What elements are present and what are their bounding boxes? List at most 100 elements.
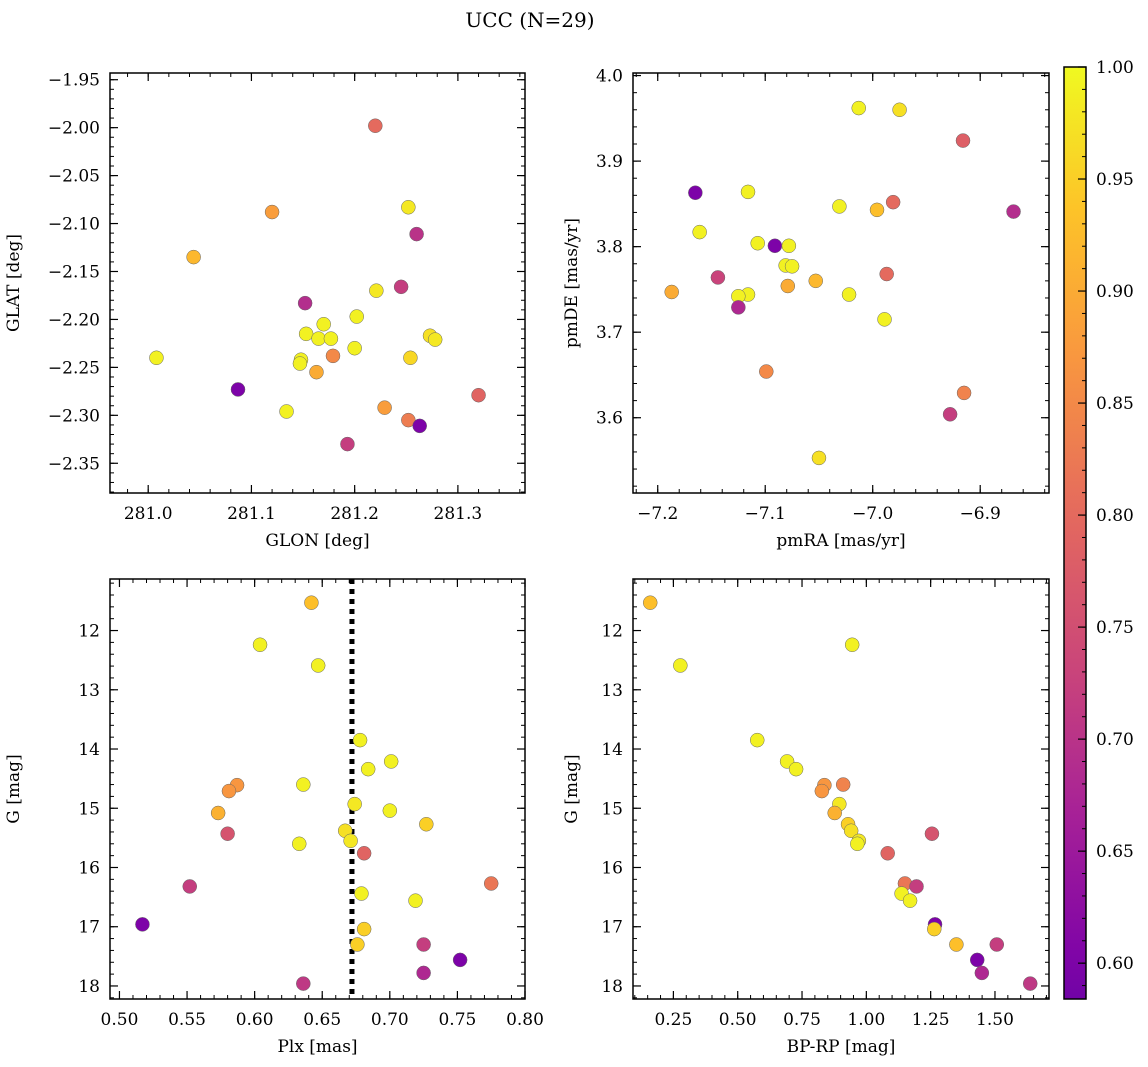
- data-point: [354, 886, 369, 901]
- data-point: [369, 283, 384, 298]
- x-tick-label: −7.1: [745, 504, 786, 524]
- data-point: [740, 184, 756, 200]
- panel-plx-g: 0.50 0.55 0.60 0.65 0.70 0.75 0.80 12 13 14 15 16 17…: [4, 578, 544, 1057]
- data-point: [311, 331, 326, 346]
- data-point: [955, 133, 971, 148]
- data-point: [750, 235, 765, 251]
- data-point: [350, 937, 365, 952]
- y-tick-label: 13: [601, 681, 623, 701]
- data-point: [688, 185, 703, 201]
- x-tick-label: 0.25: [654, 1010, 692, 1030]
- x-tick-label: 0.65: [303, 1010, 341, 1030]
- y-tick-label: 3.9: [596, 152, 623, 172]
- data-point: [832, 199, 847, 214]
- y-tick-label: −2.35: [48, 454, 100, 474]
- colorbar-tick-label: 0.70: [1096, 730, 1134, 750]
- data-point: [692, 224, 707, 240]
- data-point: [781, 238, 797, 254]
- y-tick-label: −2.15: [48, 262, 100, 282]
- x-tick-label: −7.0: [852, 504, 893, 524]
- data-point: [182, 879, 198, 894]
- data-point: [750, 732, 765, 748]
- y-tick-label: 17: [78, 918, 100, 938]
- data-point: [780, 278, 796, 294]
- data-point: [843, 823, 859, 839]
- colorbar-tick-label: 0.85: [1096, 394, 1134, 414]
- data-point: [956, 385, 972, 401]
- data-point: [880, 846, 895, 861]
- axes-frame: [109, 578, 526, 1000]
- data-point: [401, 199, 416, 215]
- data-point: [673, 658, 688, 673]
- data-point: [419, 816, 434, 832]
- x-tick-label: −7.2: [637, 504, 678, 524]
- y-tick-label: −2.30: [48, 406, 100, 426]
- colorbar-tick-label: 0.95: [1096, 170, 1134, 190]
- data-point: [310, 658, 326, 673]
- data-point: [393, 279, 409, 295]
- data-point: [356, 921, 372, 937]
- axes-frame: [632, 72, 1050, 494]
- data-point: [902, 893, 918, 908]
- y-tick-label: 3.8: [596, 238, 623, 258]
- y-tick-label: 15: [601, 799, 623, 819]
- data-point: [416, 937, 431, 952]
- y-tick-label: −2.25: [48, 358, 100, 378]
- data-point: [292, 356, 308, 371]
- data-point: [298, 326, 314, 342]
- x-tick-label: 0.75: [438, 1010, 476, 1030]
- data-point: [408, 893, 423, 908]
- y-tick-label: 17: [601, 918, 623, 938]
- x-tick-label: 0.70: [371, 1010, 409, 1030]
- data-point: [304, 595, 319, 610]
- figure-title: UCC (N=29): [465, 8, 594, 32]
- y-tick-label: 18: [601, 977, 623, 997]
- y-tick-label: −1.95: [48, 71, 100, 91]
- data-point: [892, 102, 907, 118]
- data-point: [149, 350, 164, 366]
- data-point: [368, 118, 383, 133]
- x-tick-label: 0.60: [236, 1010, 274, 1030]
- y-axis-label: pmDE [mas/yr]: [562, 218, 582, 348]
- panel-pmra-pmde: −7.2 −7.1 −7.0 −6.9 3.6 3.7 3.8 3.9 4.0 pmRA [mas…: [562, 67, 1050, 551]
- data-point: [835, 777, 851, 792]
- data-point: [220, 826, 235, 841]
- data-point: [230, 382, 246, 397]
- data-point: [292, 836, 307, 852]
- data-point: [949, 937, 964, 952]
- data-point: [340, 436, 355, 452]
- colorbar-tick-label: 1.00: [1096, 58, 1134, 78]
- data-point: [471, 387, 486, 403]
- x-tick-label: −6.9: [960, 504, 1001, 524]
- x-tick-label: 0.80: [506, 1010, 544, 1030]
- x-tick-label: 281.2: [330, 504, 379, 524]
- x-tick-label: 0.75: [783, 1010, 821, 1030]
- data-point: [135, 917, 150, 932]
- data-point: [851, 100, 866, 116]
- data-point: [279, 404, 294, 419]
- data-point: [731, 300, 746, 315]
- data-point: [710, 270, 726, 285]
- data-point: [814, 783, 830, 799]
- data-point: [877, 312, 892, 327]
- axes-frame: [632, 578, 1050, 1000]
- data-point: [850, 836, 865, 852]
- data-point: [352, 732, 368, 748]
- data-point: [642, 595, 658, 610]
- data-point: [382, 803, 398, 818]
- data-point: [974, 965, 990, 981]
- data-point: [403, 350, 418, 366]
- data-point: [316, 316, 331, 332]
- y-tick-label: 3.6: [596, 409, 623, 429]
- data-point: [483, 876, 499, 891]
- colorbar-tick-label: 0.80: [1096, 506, 1134, 526]
- colorbar-tick-label: 0.90: [1096, 282, 1134, 302]
- x-tick-label: 1.50: [976, 1010, 1014, 1030]
- data-point: [759, 364, 774, 379]
- data-point: [264, 204, 280, 220]
- data-point: [844, 637, 860, 653]
- y-tick-label: 14: [601, 740, 623, 760]
- x-tick-label: 0.50: [101, 1010, 139, 1030]
- data-point: [927, 921, 942, 937]
